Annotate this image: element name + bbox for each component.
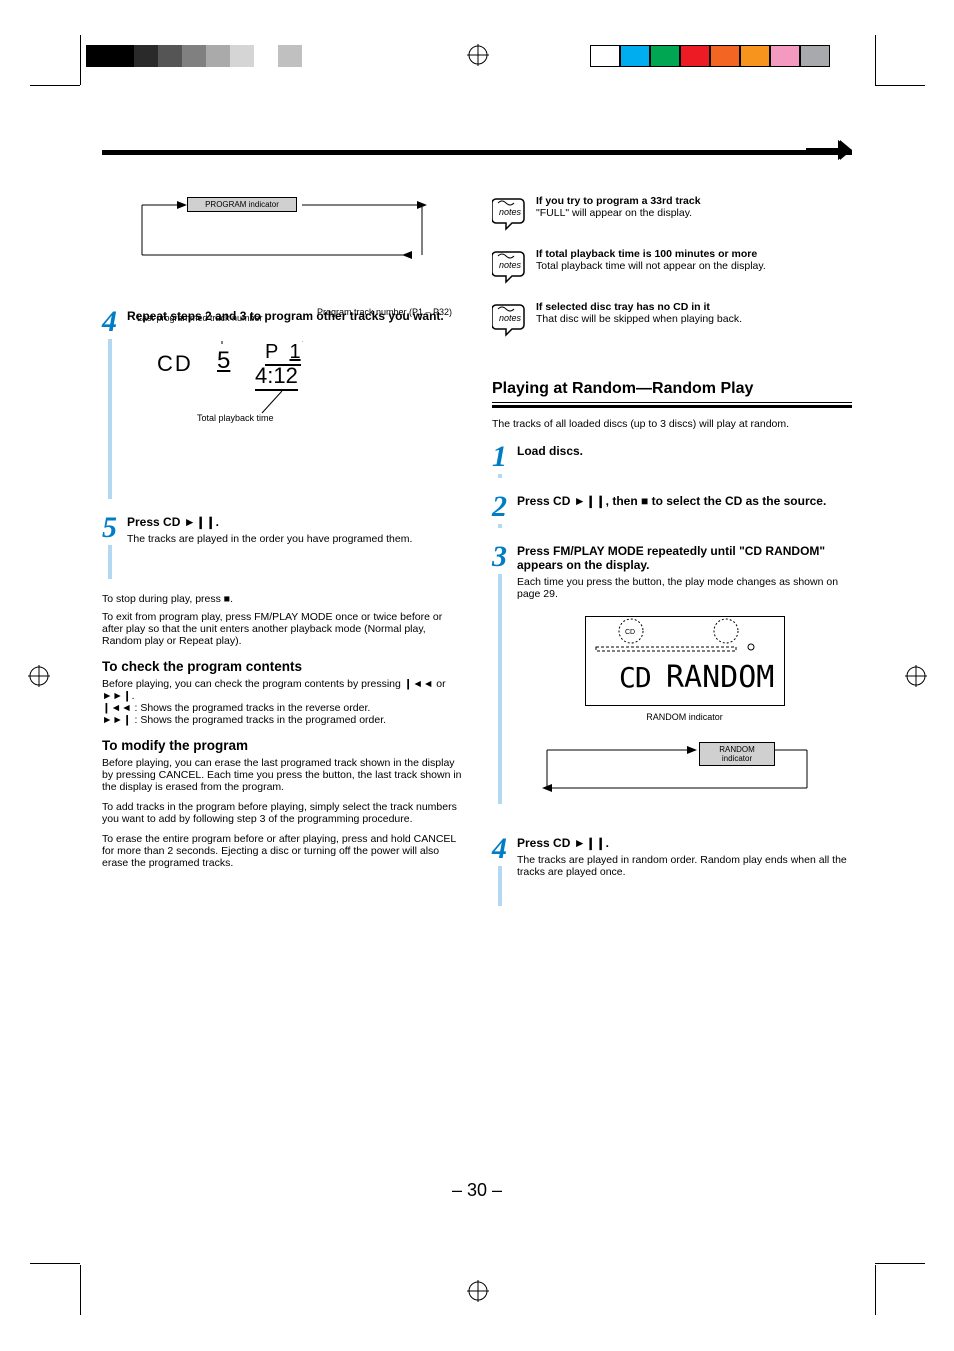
note-title: If total playback time is 100 minutes or… [536, 248, 852, 260]
color-swatch [134, 45, 158, 67]
lcd-display: CD 5 P 1 4:12 [127, 341, 462, 451]
notes-icon: notes [492, 195, 528, 234]
color-swatch [278, 45, 302, 67]
svg-text:notes: notes [499, 207, 522, 217]
color-swatch [158, 45, 182, 67]
step-number: 1 [492, 440, 507, 474]
step-sub: The tracks are played in random order. R… [517, 854, 852, 878]
stop-note-2: To exit from program play, press FM/PLAY… [102, 611, 462, 647]
note-body: Total playback time will not appear on t… [536, 260, 852, 272]
page-content: PROGRAM indicator 4 Repeat steps 2 and 3… [102, 150, 852, 918]
step-text: Load discs. [517, 444, 852, 458]
step-5: 5 Press CD ►❙❙. The tracks are played in… [102, 511, 462, 579]
step-number: 4 [102, 305, 117, 339]
color-swatch [254, 45, 278, 67]
page-number: – 30 – [0, 1180, 954, 1201]
modify-p1: Before playing, you can erase the last p… [102, 757, 462, 793]
registration-mark [28, 665, 50, 687]
random-flow: RANDOM indicator [517, 740, 852, 820]
svg-text:notes: notes [499, 260, 522, 270]
step-line: Press CD ►❙❙. [127, 515, 462, 529]
notes-icon: notes [492, 248, 528, 287]
check-l2: ❙◄◄ : Shows the programed tracks in the … [102, 702, 462, 714]
right-column: notes If you try to program a 33rd track"… [492, 195, 852, 918]
step-number: 5 [102, 511, 117, 545]
check-l3: ►►❙ : Shows the programed tracks in the … [102, 714, 462, 726]
prog-flow-diagram: PROGRAM indicator [122, 195, 462, 305]
modify-p2: To add tracks in the program before play… [102, 801, 462, 825]
color-swatch [86, 45, 110, 67]
crop-mark [80, 35, 81, 85]
caption: Last programmed track number [137, 313, 267, 323]
notes-icon: notes [492, 301, 528, 340]
step-number: 4 [492, 832, 507, 866]
color-swatch [800, 45, 830, 67]
check-l1: Before playing, you can check the progra… [102, 678, 462, 702]
color-swatch [740, 45, 770, 67]
check-heading: To check the program contents [102, 659, 462, 674]
color-bar-left [86, 45, 302, 67]
r-step-3: 3 Press FM/PLAY MODE repeatedly until "C… [492, 540, 852, 820]
crop-mark [875, 1263, 925, 1264]
registration-mark [467, 1280, 489, 1302]
note-body: "FULL" will appear on the display. [536, 207, 852, 219]
color-swatch [620, 45, 650, 67]
lcd-caption: RANDOM indicator [517, 712, 852, 722]
color-bar-right [590, 45, 830, 67]
color-swatch [590, 45, 620, 67]
color-swatch [182, 45, 206, 67]
step-sub: Each time you press the button, the play… [517, 576, 852, 600]
left-column: PROGRAM indicator 4 Repeat steps 2 and 3… [102, 195, 462, 918]
continuation-arrow-icon [806, 140, 852, 163]
note-item: notes If selected disc tray has no CD in … [492, 301, 852, 340]
crop-mark [30, 1263, 80, 1264]
svg-text:notes: notes [499, 313, 522, 323]
step-text: Press FM/PLAY MODE repeatedly until "CD … [517, 544, 852, 572]
crop-mark [30, 85, 80, 86]
r-step-4: 4 Press CD ►❙❙. The tracks are played in… [492, 832, 852, 906]
caption: Total playback time [197, 413, 357, 423]
flow-label: PROGRAM indicator [187, 197, 297, 212]
note-item: notes If you try to program a 33rd track"… [492, 195, 852, 234]
svg-text:RANDOM: RANDOM [666, 660, 774, 695]
note-item: notes If total playback time is 100 minut… [492, 248, 852, 287]
modify-p3: To erase the entire program before or af… [102, 833, 462, 869]
color-swatch [710, 45, 740, 67]
step-line: Press CD ►❙❙. [517, 836, 852, 850]
step-number: 2 [492, 490, 507, 524]
r-step-2: 2 Press CD ►❙❙, then ■ to select the CD … [492, 490, 852, 528]
top-rule [102, 150, 852, 155]
crop-mark [875, 1265, 876, 1315]
section-heading: Playing at Random—Random Play [492, 380, 852, 398]
modify-heading: To modify the program [102, 738, 462, 753]
note-title: If selected disc tray has no CD in it [536, 301, 852, 313]
registration-mark [467, 44, 489, 66]
color-swatch [110, 45, 134, 67]
step-text: Press CD ►❙❙, then ■ to select the CD as… [517, 494, 852, 508]
step-sub: The tracks are played in the order you h… [127, 533, 462, 545]
crop-mark [875, 35, 876, 85]
crop-mark [80, 1265, 81, 1315]
crop-mark [875, 85, 925, 86]
color-swatch [230, 45, 254, 67]
r-step-1: 1 Load discs. [492, 440, 852, 478]
caption: Program track number (P1 – P32) [317, 307, 457, 317]
step-4: 4 Repeat steps 2 and 3 to program other … [102, 305, 462, 499]
note-body: That disc will be skipped when playing b… [536, 313, 852, 325]
svg-text:CD: CD [625, 629, 635, 636]
svg-text:CD: CD [619, 661, 651, 694]
stop-note-1: To stop during play, press ■. [102, 593, 462, 605]
color-swatch [680, 45, 710, 67]
flow-label: RANDOM indicator [699, 742, 775, 766]
step-number: 3 [492, 540, 507, 574]
color-swatch [770, 45, 800, 67]
registration-mark [905, 665, 927, 687]
color-swatch [650, 45, 680, 67]
color-swatch [206, 45, 230, 67]
lcd-random: CD RANDOM CD [585, 616, 785, 706]
note-title: If you try to program a 33rd track [536, 195, 852, 207]
random-intro: The tracks of all loaded discs (up to 3 … [492, 418, 852, 430]
